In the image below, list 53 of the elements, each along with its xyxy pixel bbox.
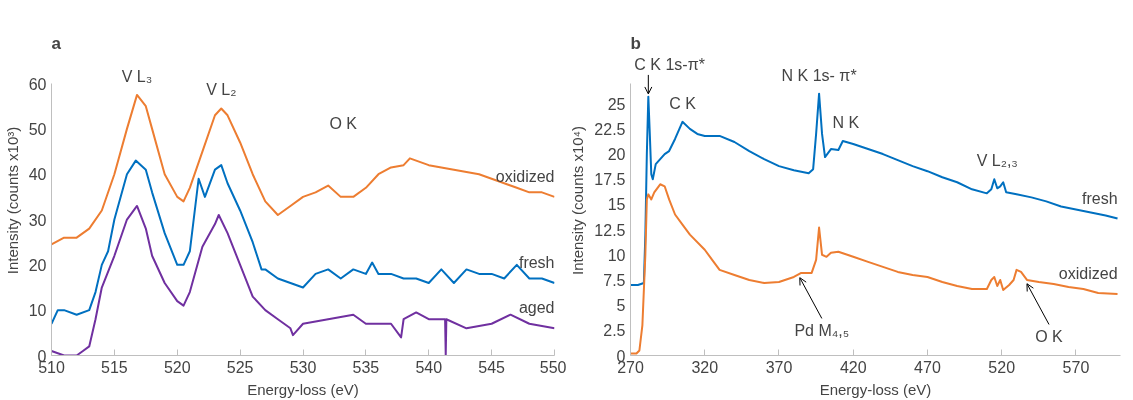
y-axis-title: Intensity (counts x10³) [3, 126, 21, 275]
chart-title: a [51, 33, 62, 53]
y-tick-label: 15 [607, 196, 626, 214]
y-tick-label: 25 [607, 95, 626, 113]
y-tick-label: 60 [28, 75, 47, 93]
annotation: Pd M₄,₅ [794, 322, 850, 340]
y-tick-label: 40 [28, 166, 47, 184]
annotation: V L₃ [121, 67, 153, 85]
y-tick-label: 30 [28, 211, 47, 229]
annotation: V L₂,₃ [976, 152, 1018, 170]
y-tick-label: 22.5 [594, 120, 626, 138]
x-tick-label: 520 [163, 358, 191, 376]
annotation: V L₂ [206, 81, 237, 99]
series-label: aged [518, 299, 555, 317]
y-tick-label: 5 [616, 297, 626, 315]
annotation: C K 1s-π* [634, 55, 705, 73]
x-tick-label: 550 [539, 358, 567, 376]
y-tick-label: 20 [607, 146, 626, 164]
line-series [630, 92, 1119, 286]
x-tick-label: 515 [101, 358, 128, 376]
x-tick-label: 525 [226, 358, 254, 376]
y-tick-label: 2.5 [603, 322, 626, 340]
x-tick-label: 530 [289, 358, 317, 376]
chart-title: b [630, 33, 641, 53]
annotation: O K [329, 115, 358, 133]
series-label: fresh [518, 253, 555, 271]
y-tick-label: 17.5 [594, 171, 626, 189]
x-tick-label: 535 [352, 358, 380, 376]
y-tick-label: 10 [28, 302, 47, 320]
x-tick-label: 420 [839, 358, 867, 376]
x-axis-title: Energy-loss (eV) [247, 380, 359, 398]
annotation: N K 1s- π* [781, 66, 857, 84]
x-axis-title: Energy-loss (eV) [819, 380, 932, 398]
x-tick-label: 540 [415, 358, 443, 376]
annotation: N K [832, 113, 860, 131]
x-tick-label: 570 [1062, 358, 1090, 376]
y-axis-title: Intensity (counts x10⁴) [569, 125, 587, 276]
series-label: fresh [1081, 189, 1118, 207]
y-tick-label: 10 [607, 246, 626, 264]
x-tick-label: 470 [914, 358, 941, 376]
annotation: O K [1035, 328, 1064, 346]
y-tick-label: 20 [28, 256, 47, 274]
x-tick-label: 545 [478, 358, 506, 376]
x-tick-label: 370 [765, 358, 793, 376]
x-tick-label: 320 [691, 358, 719, 376]
annotation: C K [669, 94, 697, 112]
series-label: oxidized [1058, 265, 1118, 283]
line-series [51, 159, 555, 325]
y-tick-label: 7.5 [603, 271, 626, 289]
x-tick-label: 520 [988, 358, 1016, 376]
series-label: oxidized [495, 167, 555, 185]
y-tick-label: 12.5 [594, 221, 626, 239]
y-tick-label: 50 [28, 120, 47, 138]
